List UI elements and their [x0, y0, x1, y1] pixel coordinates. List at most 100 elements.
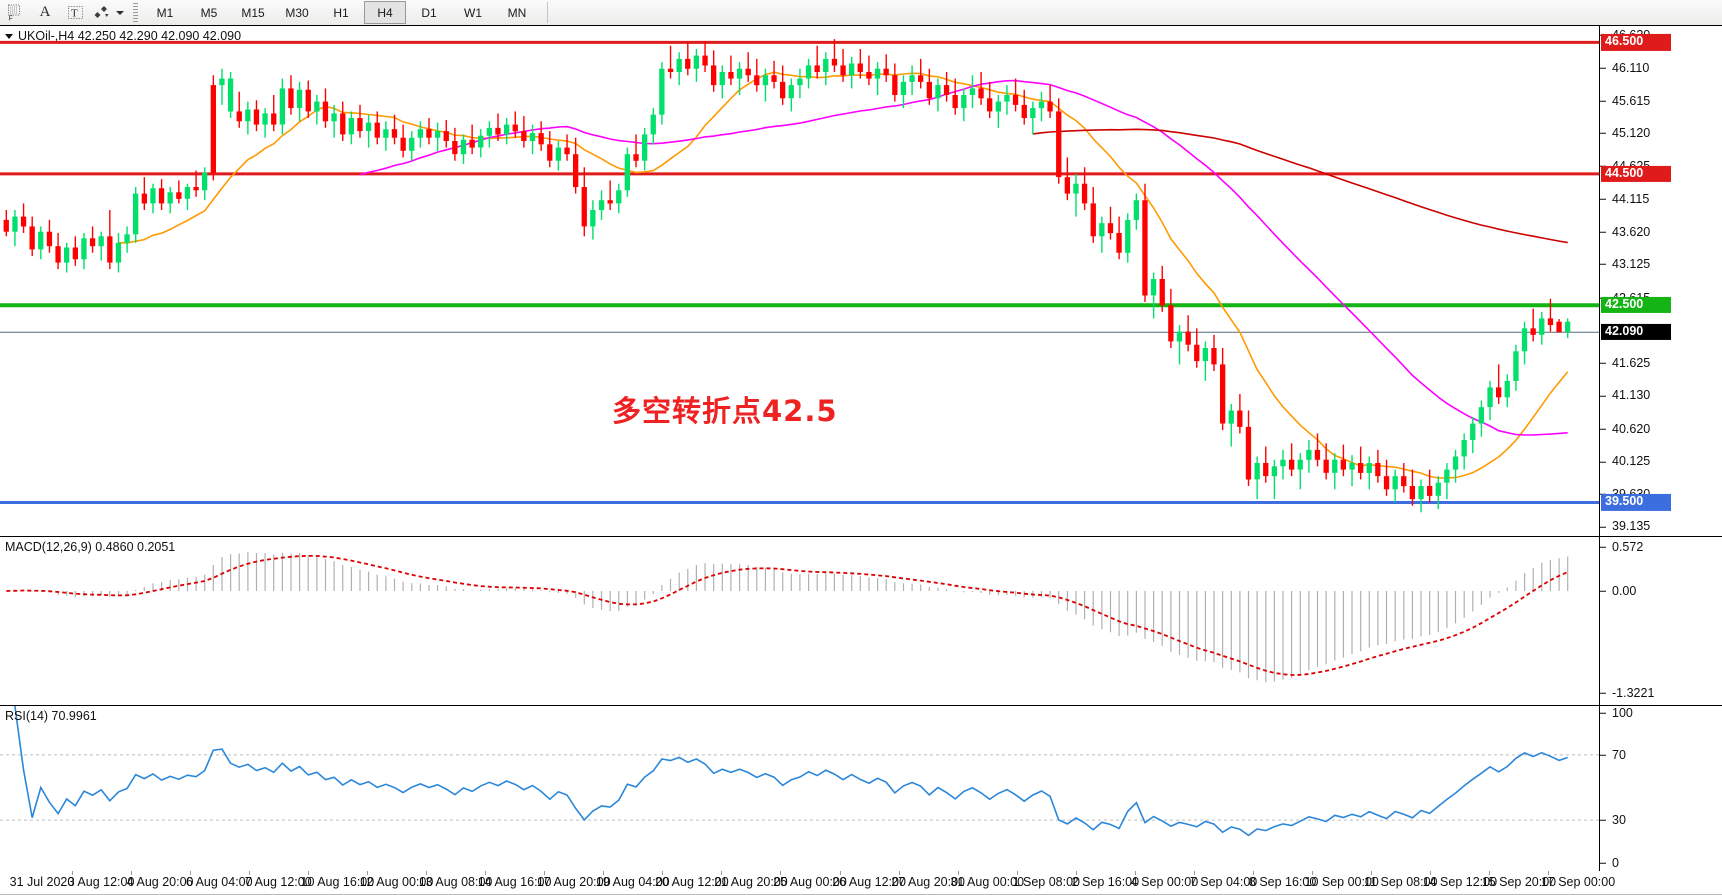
rsi-tick: 70 — [1600, 749, 1626, 762]
time-axis[interactable]: 31 Jul 2020 3 Aug 12:00 4 Aug 20:00 6 Aug 0… — [0, 871, 1722, 895]
price-tick: 43.620 — [1600, 225, 1650, 238]
time-tick — [957, 871, 959, 875]
price-y-axis[interactable]: 46.62046.11045.61545.12044.62544.11543.6… — [1599, 26, 1722, 536]
time-label: 20 Aug 12:00 — [655, 875, 729, 889]
chart-area[interactable]: UKOil-,H4 42.250 42.290 42.090 42.090 多空… — [0, 25, 1722, 895]
price-tick: 45.120 — [1600, 127, 1650, 140]
time-label: 19 Aug 04:00 — [595, 875, 670, 889]
rsi-svg — [0, 706, 1600, 837]
price-tick: 43.125 — [1600, 258, 1650, 271]
rsi-panel[interactable]: RSI(14) 70.9961 100 70 30 0 — [0, 705, 1722, 872]
time-tick — [1134, 871, 1136, 875]
time-label: 26 Aug 12:00 — [832, 875, 906, 889]
resistance-level-badge[interactable]: 46.500 — [1601, 34, 1671, 51]
time-tick — [1312, 871, 1314, 875]
macd-y-axis[interactable]: 0.572 0.00 -1.3221 — [1599, 537, 1722, 705]
price-tick: 40.125 — [1600, 455, 1650, 468]
macd-tick: 0.572 — [1600, 541, 1643, 554]
toolbar-separator — [547, 2, 548, 23]
time-tick — [603, 871, 605, 875]
time-tick — [426, 871, 427, 875]
time-tick — [1371, 871, 1373, 875]
timeframe-m1[interactable]: M1 — [156, 5, 174, 20]
price-tick: 41.625 — [1600, 357, 1650, 370]
panel-collapse-icon[interactable] — [5, 33, 13, 39]
svg-text:F: F — [8, 16, 12, 22]
time-tick — [1194, 871, 1195, 875]
time-label: 10 Sep 00:00 — [1304, 875, 1379, 889]
time-tick — [662, 871, 664, 875]
timeframe-m15[interactable]: M15 — [241, 5, 265, 20]
time-label: 7 Sep 04:00 — [1189, 875, 1258, 889]
support-level-badge[interactable]: 39.500 — [1601, 494, 1671, 511]
text-label-icon[interactable]: A — [39, 4, 51, 20]
time-tick — [721, 871, 723, 875]
price-tick: 40.620 — [1600, 423, 1650, 436]
chart-annotation-text: 多空转折点42.5 — [612, 394, 838, 428]
svg-text:T: T — [71, 8, 78, 20]
timeframe-h1[interactable]: H1 — [333, 5, 349, 20]
pivot-level-badge[interactable]: 42.500 — [1601, 297, 1671, 314]
time-tick — [839, 871, 841, 875]
time-tick — [366, 871, 368, 875]
time-tick — [1548, 871, 1550, 875]
crosshair-f-icon[interactable]: F — [0, 1, 30, 24]
price-plot[interactable] — [0, 26, 1600, 536]
time-label: 4 Sep 00:00 — [1130, 875, 1199, 889]
time-label: 7 Aug 12:00 — [244, 875, 312, 889]
macd-tick: -1.3221 — [1600, 687, 1654, 700]
price-tick: 39.135 — [1600, 520, 1650, 533]
time-label: 11 Sep 08:00 — [1364, 875, 1438, 889]
rsi-tick: 30 — [1600, 814, 1626, 827]
objects-icon[interactable] — [90, 1, 114, 24]
time-label: 2 Sep 16:00 — [1071, 875, 1140, 889]
price-header-text: UKOil-,H4 42.250 42.290 42.090 42.090 — [18, 29, 242, 43]
time-label: 17 Aug 20:00 — [536, 875, 611, 889]
timeframe-w1[interactable]: W1 — [464, 5, 482, 20]
rsi-tick: 0 — [1600, 857, 1619, 870]
time-tick — [1016, 871, 1018, 875]
text-box-icon[interactable]: T — [60, 1, 90, 24]
timeframe-mn[interactable]: MN — [507, 5, 527, 20]
time-tick — [189, 871, 191, 875]
macd-panel[interactable]: MACD(12,26,9) 0.4860 0.2051 0.572 0.00 -1.… — [0, 536, 1722, 706]
resistance-level-badge[interactable]: 44.500 — [1601, 165, 1671, 182]
timeframe-d1[interactable]: D1 — [421, 5, 437, 20]
price-tick: 44.115 — [1600, 193, 1649, 206]
rsi-plot[interactable] — [0, 706, 1600, 871]
timeframe-m5[interactable]: M5 — [200, 5, 218, 20]
time-tick — [248, 871, 250, 875]
rsi-tick: 100 — [1600, 707, 1633, 720]
time-label: 31 Jul 2020 — [9, 875, 75, 889]
macd-plot[interactable] — [0, 537, 1600, 705]
objects-dropdown-arrow-icon[interactable] — [114, 1, 128, 24]
time-tick — [71, 871, 73, 875]
timeframe-h4[interactable]: H4 — [364, 1, 406, 24]
current-price-badge[interactable]: 42.090 — [1601, 324, 1671, 341]
time-label: 21 Aug 20:00 — [714, 875, 788, 889]
time-label: 13 Aug 08:00 — [418, 875, 493, 889]
time-label: 17 Sep 00:00 — [1540, 875, 1616, 889]
price-tick: 46.110 — [1600, 62, 1649, 75]
price-candles-svg — [0, 39, 1600, 513]
time-tick — [898, 871, 900, 875]
time-tick — [1253, 871, 1255, 875]
timeframe-m30[interactable]: M30 — [285, 5, 309, 20]
time-tick — [485, 871, 487, 875]
time-tick — [130, 871, 132, 875]
toolbar-grip[interactable] — [132, 2, 139, 23]
rsi-y-axis[interactable]: 100 70 30 0 — [1599, 706, 1722, 871]
macd-panel-header: MACD(12,26,9) 0.4860 0.2051 — [5, 540, 176, 554]
time-tick — [544, 871, 546, 875]
price-panel-header: UKOil-,H4 42.250 42.290 42.090 42.090 — [5, 29, 241, 43]
time-label: 10 Aug 16:00 — [300, 875, 375, 889]
price-panel[interactable]: UKOil-,H4 42.250 42.290 42.090 42.090 多空… — [0, 25, 1722, 537]
time-tick — [1489, 871, 1491, 875]
price-tick: 41.130 — [1600, 389, 1650, 402]
time-label: 1 Sep 08:00 — [1012, 875, 1081, 889]
macd-tick: 0.00 — [1600, 585, 1636, 598]
time-label: 6 Aug 04:00 — [185, 875, 253, 889]
time-label: 3 Aug 12:00 — [67, 875, 135, 889]
time-label: 4 Aug 20:00 — [126, 875, 194, 889]
time-tick — [1430, 871, 1432, 875]
